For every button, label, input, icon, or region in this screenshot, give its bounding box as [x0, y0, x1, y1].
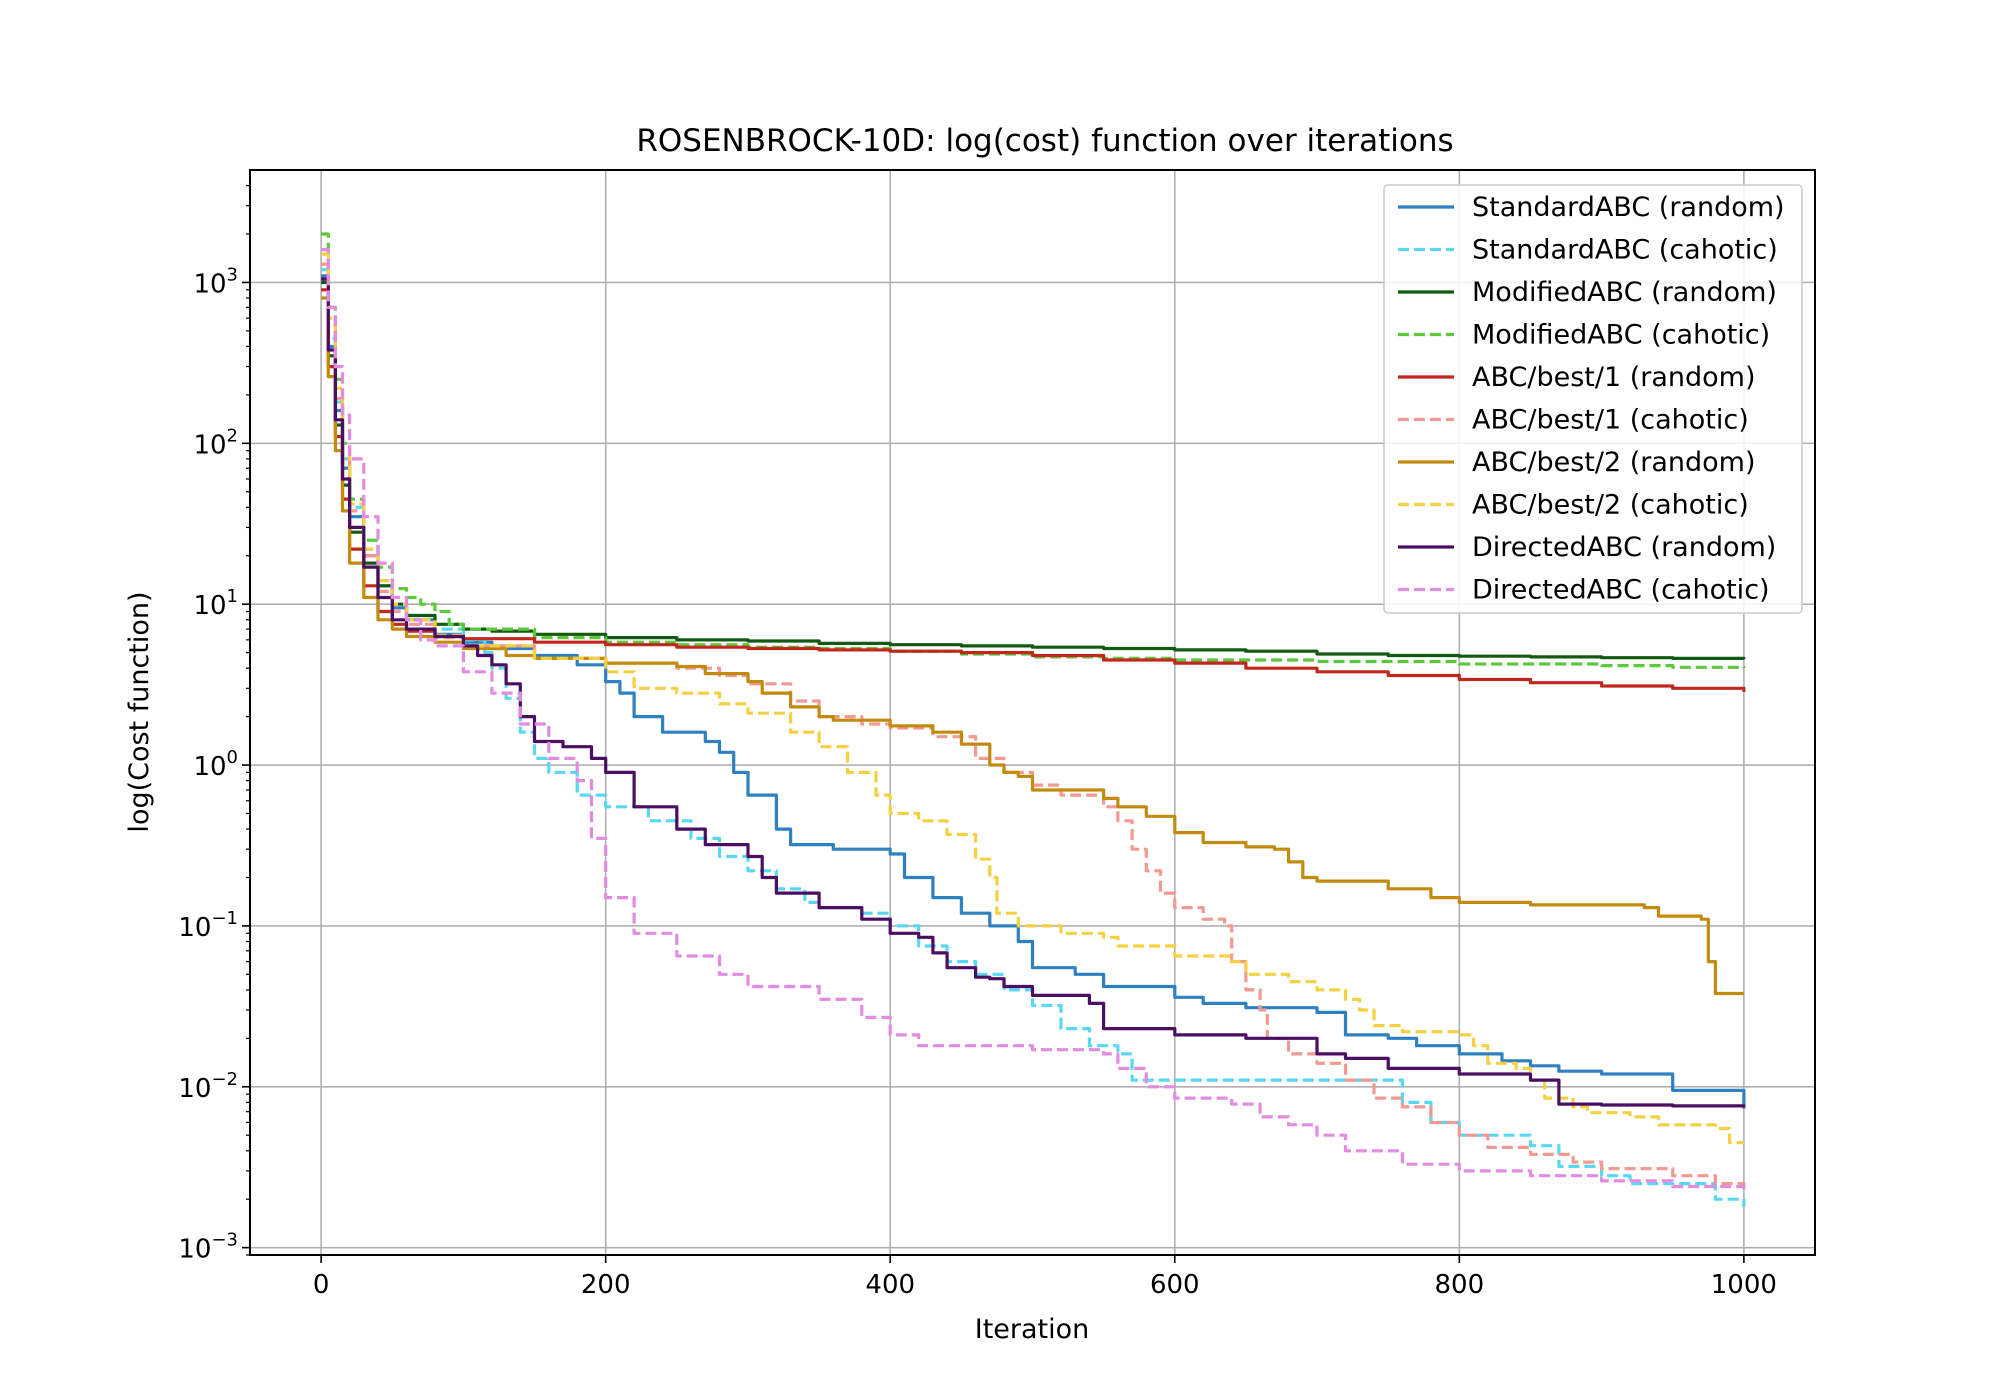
- x-axis-label: Iteration: [975, 1314, 1090, 1345]
- legend-label: ABC/best/1 (cahotic): [1472, 405, 1749, 436]
- x-tick-label: 400: [865, 1270, 915, 1300]
- plot-frame: [249, 169, 1816, 1256]
- y-tick-label: 10−1: [178, 908, 238, 943]
- legend-label: DirectedABC (cahotic): [1472, 575, 1770, 606]
- series-line: [321, 252, 1744, 1145]
- x-tick-label: 0: [313, 1270, 330, 1300]
- series-line: [321, 277, 1746, 1108]
- x-tick-label: 200: [581, 1270, 631, 1300]
- y-tick-label: 103: [193, 264, 238, 299]
- chart-title: ROSENBROCK-10D: log(cost) function over …: [636, 123, 1453, 159]
- legend-label: ABC/best/2 (random): [1472, 447, 1756, 478]
- legend-label: ModifiedABC (cahotic): [1472, 320, 1770, 351]
- x-tick-label: 1000: [1711, 1270, 1777, 1300]
- legend-label: StandardABC (cahotic): [1472, 235, 1778, 266]
- x-tick-label: 800: [1434, 1270, 1484, 1300]
- legend-label: StandardABC (random): [1472, 192, 1785, 223]
- y-tick-label: 101: [193, 586, 238, 621]
- y-tick-label: 10−3: [178, 1230, 238, 1265]
- y-tick-label: 102: [193, 425, 238, 460]
- y-tick-label: 10−2: [178, 1069, 238, 1104]
- series-line: [321, 248, 1746, 1190]
- legend-label: DirectedABC (random): [1472, 532, 1776, 563]
- x-tick-label: 600: [1150, 1270, 1200, 1300]
- legend-box: [1383, 184, 1803, 614]
- legend-label: ModifiedABC (random): [1472, 277, 1777, 308]
- series-line: [321, 262, 1746, 1193]
- legend-label: ABC/best/2 (cahotic): [1472, 490, 1749, 521]
- legend: StandardABC (random) StandardABC (cahotic…: [1383, 184, 1803, 614]
- y-tick-label: 100: [193, 747, 238, 782]
- y-axis-label: log(Cost function): [124, 591, 155, 832]
- series-line: [321, 296, 1744, 996]
- legend-label: ABC/best/1 (random): [1472, 362, 1756, 393]
- ticks: 0 200 400 600 800 1000 10−3 10−2 10−1 100 101 102 10…: [178, 184, 1777, 1300]
- series-group: [321, 232, 1746, 1207]
